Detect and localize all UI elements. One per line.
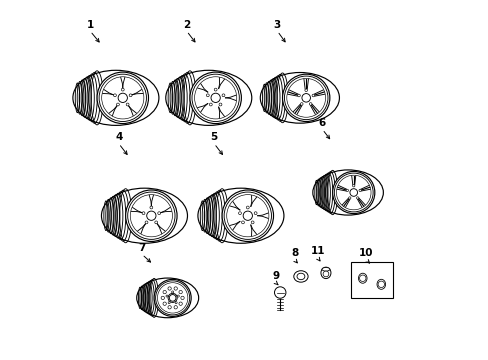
Circle shape <box>167 287 171 290</box>
Circle shape <box>358 189 361 192</box>
Circle shape <box>163 291 166 294</box>
Circle shape <box>251 221 254 224</box>
Text: 9: 9 <box>272 271 279 282</box>
Circle shape <box>209 103 212 106</box>
Circle shape <box>222 94 224 97</box>
Circle shape <box>145 221 148 224</box>
Circle shape <box>309 103 311 105</box>
Circle shape <box>241 221 244 224</box>
Circle shape <box>297 94 300 97</box>
Circle shape <box>146 211 156 220</box>
Circle shape <box>274 287 285 298</box>
Circle shape <box>175 302 177 304</box>
Text: 6: 6 <box>318 118 325 128</box>
Circle shape <box>158 212 160 215</box>
Circle shape <box>219 103 222 106</box>
Circle shape <box>254 212 257 215</box>
Circle shape <box>150 206 152 209</box>
Circle shape <box>214 88 217 91</box>
Text: 5: 5 <box>210 132 217 142</box>
Circle shape <box>206 94 209 97</box>
Text: 10: 10 <box>358 248 372 258</box>
Circle shape <box>311 94 314 97</box>
Text: 2: 2 <box>183 19 190 30</box>
Ellipse shape <box>376 279 385 289</box>
Ellipse shape <box>358 273 366 283</box>
Circle shape <box>332 171 374 213</box>
Circle shape <box>300 103 303 105</box>
Circle shape <box>282 74 329 122</box>
Circle shape <box>154 279 191 316</box>
Ellipse shape <box>293 271 307 282</box>
Circle shape <box>346 189 348 192</box>
Circle shape <box>165 295 168 297</box>
Circle shape <box>155 221 157 224</box>
Circle shape <box>129 94 132 97</box>
Circle shape <box>243 211 252 220</box>
Text: 4: 4 <box>115 132 122 142</box>
Circle shape <box>348 197 350 199</box>
Circle shape <box>301 94 310 102</box>
Circle shape <box>352 185 354 187</box>
Circle shape <box>174 306 177 309</box>
Circle shape <box>125 190 177 242</box>
Circle shape <box>163 302 166 305</box>
Ellipse shape <box>296 273 304 280</box>
Circle shape <box>179 302 182 305</box>
Circle shape <box>174 287 177 290</box>
Circle shape <box>179 291 182 294</box>
Circle shape <box>97 72 148 123</box>
Ellipse shape <box>320 267 330 279</box>
Circle shape <box>167 306 171 309</box>
Circle shape <box>359 275 365 282</box>
Circle shape <box>171 291 173 293</box>
Circle shape <box>181 296 184 300</box>
Text: 11: 11 <box>310 247 325 256</box>
Text: 3: 3 <box>273 19 281 30</box>
Circle shape <box>116 103 119 106</box>
Bar <box>350 262 392 298</box>
Text: 7: 7 <box>138 243 145 253</box>
Text: 8: 8 <box>290 248 298 258</box>
Text: 1: 1 <box>86 19 94 30</box>
Circle shape <box>356 197 358 199</box>
Circle shape <box>161 296 164 300</box>
Circle shape <box>169 294 176 301</box>
Circle shape <box>113 94 116 97</box>
Circle shape <box>121 88 124 91</box>
Circle shape <box>246 206 249 209</box>
Circle shape <box>142 212 144 215</box>
Circle shape <box>118 93 127 103</box>
Circle shape <box>305 89 307 91</box>
Circle shape <box>323 271 328 277</box>
Circle shape <box>238 212 241 215</box>
Circle shape <box>177 295 179 297</box>
Circle shape <box>126 103 129 106</box>
Circle shape <box>211 93 220 103</box>
Ellipse shape <box>322 267 329 271</box>
Circle shape <box>222 190 273 242</box>
Circle shape <box>189 72 241 123</box>
Circle shape <box>168 302 170 304</box>
Circle shape <box>377 281 384 288</box>
Circle shape <box>349 189 357 196</box>
